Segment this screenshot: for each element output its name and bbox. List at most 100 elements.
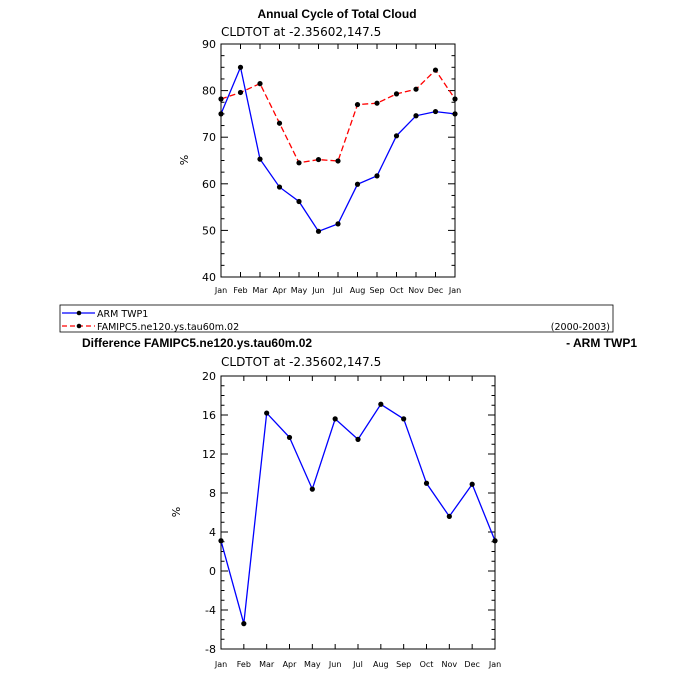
bottom-y-tick-label: 4 — [209, 526, 216, 539]
top-y-tick-label: 70 — [202, 131, 216, 144]
top-x-tick-label: May — [291, 286, 308, 295]
bottom-series-0-point — [332, 416, 338, 422]
top-series — [218, 64, 458, 234]
bottom-y-tick-label: -4 — [205, 604, 216, 617]
top-x-tick-label: Nov — [408, 286, 424, 295]
top-x-tick-label: Sep — [369, 286, 384, 295]
top-series-1-point — [393, 91, 400, 97]
top-x-tick-label: Dec — [428, 286, 443, 295]
legend-marker-model — [76, 323, 82, 329]
bottom-series-0-point — [309, 486, 315, 492]
bottom-series-0-point — [492, 538, 498, 544]
top-series-1-point — [432, 67, 439, 73]
top-series-1-point — [257, 81, 263, 87]
legend-entry-arm: ARM TWP1 — [62, 309, 148, 320]
bottom-x-tick-label: Aug — [373, 660, 389, 669]
top-x-tick-label: Aug — [350, 286, 366, 295]
top-y-tick-label: 60 — [202, 178, 216, 191]
top-series-1-point — [218, 96, 224, 102]
top-series-0-point — [237, 64, 244, 70]
top-series-0-point — [393, 133, 400, 139]
top-x-tick-label: Feb — [233, 286, 247, 295]
top-series-1-point — [335, 158, 341, 164]
top-series-0-point — [257, 156, 263, 162]
top-y-tick-label: 80 — [202, 85, 216, 98]
bottom-y-tick-label: 12 — [202, 448, 216, 461]
bottom-y-tick-label: 0 — [209, 565, 216, 578]
bottom-x-tick-label: May — [304, 660, 321, 669]
top-series-0-point — [218, 111, 224, 117]
bottom-x-tick-label: Apr — [283, 660, 298, 669]
top-series-0-point — [296, 198, 302, 205]
bottom-y-tick-label: 16 — [202, 409, 216, 422]
top-x-tick-label: Mar — [252, 286, 268, 295]
top-series-1-point — [276, 120, 283, 126]
bottom-y-tick-label: 20 — [202, 370, 216, 383]
legend-label-arm: ARM TWP1 — [97, 309, 148, 320]
bottom-x-tick-label: Nov — [442, 660, 458, 669]
top-series-0-point — [374, 173, 380, 179]
top-y-tick-label: 50 — [202, 224, 216, 237]
top-series-0-point — [413, 113, 419, 119]
bottom-chart-title-left: Difference FAMIPC5.ne120.ys.tau60m.02 — [82, 336, 312, 350]
bottom-series-0-point — [241, 621, 247, 627]
legend-box — [59, 304, 614, 333]
top-x-tick-label: Apr — [273, 286, 288, 295]
bottom-chart-title-right: - ARM TWP1 — [566, 336, 637, 350]
top-series-1-point — [374, 100, 380, 106]
top-series-0-point — [335, 221, 341, 227]
top-series-0-point — [315, 228, 322, 234]
top-series-0-point — [276, 184, 283, 190]
legend-entry-model: FAMIPC5.ne120.ys.tau60m.02 — [62, 322, 239, 333]
top-series-0-point — [354, 181, 361, 187]
top-y-axis-label: % — [178, 155, 191, 165]
bottom-series-0-point — [218, 538, 224, 544]
bottom-series-0-point — [469, 481, 475, 487]
top-series-line-0 — [220, 65, 456, 233]
top-chart-subtitle: CLDTOT at -2.35602,147.5 — [221, 25, 381, 39]
legend-period: (2000-2003) — [551, 322, 610, 333]
top-x-tick-label: Jan — [448, 286, 461, 295]
bottom-series-0-point — [446, 513, 452, 520]
bottom-series-0-point — [401, 416, 407, 422]
bottom-series-0-point — [355, 436, 361, 442]
top-series-1-point — [296, 160, 302, 166]
bottom-y-tick-label: 8 — [209, 487, 216, 500]
top-series-1-point — [354, 101, 361, 108]
top-series-1-point — [413, 86, 419, 92]
bottom-series-0-point — [286, 434, 293, 441]
bottom-axes: Jan Feb Mar Apr May Jun Jul Aug Sep Oct Nov Dec Jan -… — [202, 370, 501, 669]
top-x-tick-label: Jan — [214, 286, 227, 295]
top-series-1-point — [315, 156, 322, 163]
top-x-tick-label: Jul — [332, 286, 343, 295]
bottom-series — [218, 401, 498, 627]
bottom-x-tick-label: Jul — [352, 660, 363, 669]
top-y-tick-label: 90 — [202, 38, 216, 51]
bottom-x-tick-label: Jun — [328, 660, 342, 669]
top-axes: Jan Feb Mar Apr May Jun Jul Aug Sep Oct Nov Dec Jan 4… — [202, 38, 461, 295]
bottom-x-tick-label: Feb — [237, 660, 251, 669]
top-x-tick-label: Oct — [390, 286, 404, 295]
top-y-tick-label: 40 — [202, 271, 216, 284]
top-series-1-point — [237, 89, 244, 96]
top-x-tick-label: Jun — [311, 286, 325, 295]
top-chart-title: Annual Cycle of Total Cloud — [257, 7, 416, 21]
legend-label-model: FAMIPC5.ne120.ys.tau60m.02 — [97, 322, 239, 333]
bottom-x-tick-label: Jan — [488, 660, 501, 669]
bottom-series-0-point — [378, 401, 384, 407]
bottom-chart-subtitle: CLDTOT at -2.35602,147.5 — [221, 355, 381, 369]
top-series-line-1 — [220, 69, 456, 164]
bottom-y-axis-label: % — [170, 507, 183, 517]
bottom-y-tick-label: -8 — [205, 643, 216, 656]
bottom-series-0-point — [264, 410, 270, 416]
top-series-0-point — [432, 108, 439, 115]
bottom-x-tick-label: Sep — [396, 660, 411, 669]
bottom-x-tick-label: Mar — [259, 660, 275, 669]
bottom-series-0-point — [423, 480, 430, 486]
top-series-0-point — [452, 111, 458, 117]
legend-marker-arm — [76, 310, 82, 316]
bottom-x-tick-label: Jan — [214, 660, 227, 669]
bottom-x-tick-label: Dec — [464, 660, 479, 669]
bottom-plot-frame — [220, 375, 496, 650]
